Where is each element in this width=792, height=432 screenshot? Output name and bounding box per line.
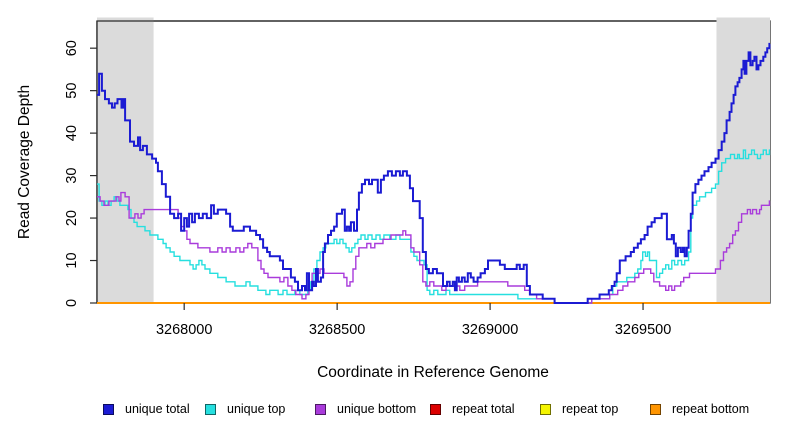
legend-swatch-unique-bottom [315, 403, 326, 415]
series-unique-top [97, 149, 771, 304]
legend-swatch-repeat-total [430, 403, 441, 415]
shaded-region [97, 17, 154, 303]
legend-item-repeat-total: repeat total [430, 399, 515, 419]
y-axis-title: Read Coverage Depth [16, 85, 33, 239]
legend-item-unique-total: unique total [103, 399, 190, 419]
legend-label: repeat bottom [672, 402, 750, 416]
legend-label: unique top [227, 402, 286, 416]
series-unique-bottom [97, 191, 771, 304]
legend-swatch-unique-total [103, 403, 114, 415]
y-tick-label: 50 [64, 83, 80, 99]
series-unique-total [97, 42, 771, 304]
legend-item-repeat-top: repeat top [540, 399, 618, 419]
legend-swatch-unique-top [205, 403, 216, 415]
legend-item-unique-bottom: unique bottom [315, 399, 416, 419]
plot-border [96, 20, 771, 304]
legend-label: repeat top [562, 402, 619, 416]
x-tick-label: 3269500 [615, 322, 671, 338]
legend-item-unique-top: unique top [205, 399, 285, 419]
x-tick-label: 3269000 [462, 322, 518, 338]
legend: unique total unique top unique bottom re… [0, 399, 792, 423]
y-tick-label: 20 [64, 210, 80, 226]
legend-label: unique total [125, 402, 190, 416]
y-tick-label: 60 [64, 40, 80, 56]
legend-swatch-repeat-top [540, 403, 551, 415]
legend-swatch-repeat-bottom [650, 403, 661, 415]
x-tick-label: 3268000 [156, 322, 212, 338]
x-tick-label: 3268500 [309, 322, 365, 338]
legend-item-repeat-bottom: repeat bottom [650, 399, 749, 419]
y-tick-label: 0 [64, 299, 80, 307]
x-axis-title: Coordinate in Reference Genome [317, 364, 549, 381]
legend-label: repeat total [452, 402, 515, 416]
y-tick-label: 30 [64, 168, 80, 184]
y-tick-label: 10 [64, 252, 80, 268]
legend-label: unique bottom [337, 402, 417, 416]
y-tick-label: 40 [64, 125, 80, 141]
